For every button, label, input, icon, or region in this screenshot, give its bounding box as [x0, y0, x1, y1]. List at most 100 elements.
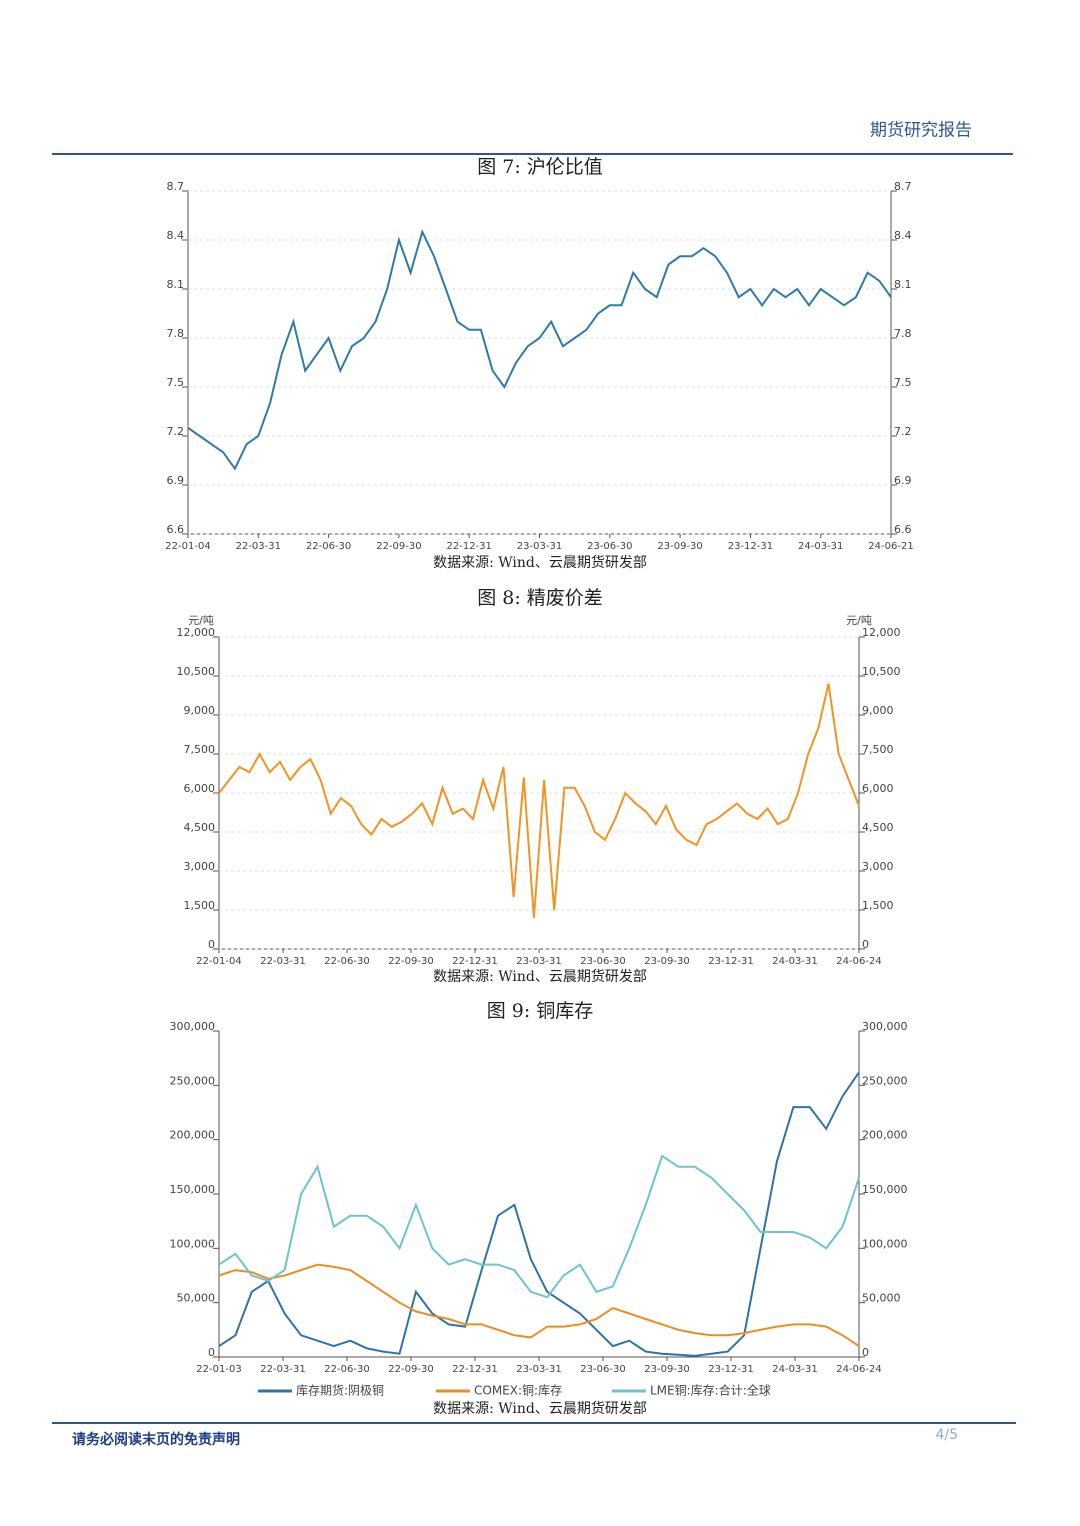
y-tick-label: 150,000 — [170, 1183, 216, 1196]
x-tick-label: 23-03-31 — [517, 541, 562, 552]
y2-tick-label: 7,500 — [862, 743, 894, 756]
y2-tick-label: 0 — [862, 938, 869, 951]
x-tick-label: 22-12-31 — [452, 1364, 497, 1375]
y2-tick-label: 150,000 — [862, 1183, 908, 1196]
y-tick-label: 7.2 — [167, 425, 185, 438]
x-tick-label: 23-03-31 — [516, 956, 561, 967]
series-line — [218, 1071, 860, 1357]
y-tick-label: 0 — [208, 938, 215, 951]
y-tick-label: 9,000 — [184, 704, 216, 717]
x-tick-label: 22-01-03 — [196, 1364, 241, 1375]
y-tick-label: 6,000 — [184, 782, 216, 795]
x-tick-label: 24-06-24 — [836, 956, 881, 967]
y2-tick-label: 7.8 — [894, 327, 912, 340]
y2-tick-label: 6.9 — [894, 474, 912, 487]
y2-tick-label: 9,000 — [862, 704, 894, 717]
chart-title: 图 9: 铜库存 — [487, 1000, 594, 1022]
y2-tick-label: 100,000 — [862, 1237, 908, 1250]
y-tick-label: 7.8 — [167, 327, 185, 340]
x-tick-label: 22-06-30 — [324, 1364, 369, 1375]
y2-tick-label: 50,000 — [862, 1292, 901, 1305]
x-tick-label: 24-03-31 — [772, 956, 817, 967]
y-tick-label: 100,000 — [170, 1237, 216, 1250]
y2-tick-label: 6.6 — [894, 523, 912, 536]
y2-tick-label: 0 — [862, 1346, 869, 1359]
y-tick-label: 7.5 — [167, 376, 185, 389]
y-tick-label: 3,000 — [184, 860, 216, 873]
y2-tick-label: 10,500 — [862, 665, 901, 678]
y-tick-label: 300,000 — [170, 1020, 216, 1033]
series-line — [218, 1263, 860, 1347]
x-tick-label: 23-06-30 — [587, 541, 632, 552]
y-tick-label: 10,500 — [177, 665, 216, 678]
y-tick-label: 8.1 — [167, 278, 185, 291]
x-tick-label: 22-01-04 — [165, 541, 210, 552]
y2-tick-label: 7.2 — [894, 425, 912, 438]
x-tick-label: 22-09-30 — [388, 956, 433, 967]
y-tick-label: 6.6 — [167, 523, 185, 536]
x-tick-label: 23-09-30 — [644, 956, 689, 967]
y2-tick-label: 1,500 — [862, 899, 894, 912]
y-tick-label: 8.7 — [167, 180, 185, 193]
x-tick-label: 22-01-04 — [196, 956, 241, 967]
x-tick-label: 23-06-30 — [580, 956, 625, 967]
y2-tick-label: 300,000 — [862, 1020, 908, 1033]
y-unit: 元/吨 — [188, 614, 214, 627]
y-tick-label: 200,000 — [170, 1129, 216, 1142]
chart-title: 图 7: 沪伦比值 — [477, 156, 603, 178]
y-tick-label: 50,000 — [177, 1292, 216, 1305]
chart-source: 数据来源: Wind、云晨期货研发部 — [433, 968, 647, 985]
y2-tick-label: 8.7 — [894, 180, 912, 193]
x-tick-label: 22-12-31 — [447, 541, 492, 552]
x-tick-label: 22-03-31 — [260, 1364, 305, 1375]
x-tick-label: 24-06-24 — [836, 1364, 881, 1375]
y2-tick-label: 200,000 — [862, 1129, 908, 1142]
x-tick-label: 24-06-21 — [868, 541, 913, 552]
x-tick-label: 22-03-31 — [260, 956, 305, 967]
y2-tick-label: 8.4 — [894, 229, 912, 242]
chart-source: 数据来源: Wind、云晨期货研发部 — [433, 554, 647, 571]
series-line — [218, 683, 860, 918]
y2-tick-label: 7.5 — [894, 376, 912, 389]
x-tick-label: 22-12-31 — [452, 956, 497, 967]
disclaimer: 请务必阅读末页的免责声明 — [72, 1431, 240, 1448]
x-tick-label: 22-03-31 — [236, 541, 281, 552]
x-tick-label: 23-12-31 — [708, 956, 753, 967]
x-tick-label: 22-09-30 — [376, 541, 421, 552]
y-tick-label: 0 — [208, 1346, 215, 1359]
series-line — [187, 228, 892, 471]
x-tick-label: 23-06-30 — [580, 1364, 625, 1375]
y2-tick-label: 3,000 — [862, 860, 894, 873]
legend-label: 库存期货:阴极铜 — [296, 1383, 384, 1398]
chart-source: 数据来源: Wind、云晨期货研发部 — [433, 1400, 647, 1417]
y2-tick-label: 12,000 — [862, 626, 901, 639]
y-tick-label: 250,000 — [170, 1074, 216, 1087]
legend-label: LME铜:库存:合计:全球 — [650, 1383, 771, 1398]
x-tick-label: 22-06-30 — [324, 956, 369, 967]
y-tick-label: 7,500 — [184, 743, 216, 756]
header-title: 期货研究报告 — [870, 121, 972, 141]
y2-tick-label: 8.1 — [894, 278, 912, 291]
y2-unit: 元/吨 — [846, 614, 872, 627]
y-tick-label: 6.9 — [167, 474, 185, 487]
legend-label: COMEX:铜:库存 — [474, 1383, 562, 1398]
x-tick-label: 23-12-31 — [708, 1364, 753, 1375]
x-tick-label: 23-12-31 — [728, 541, 773, 552]
series-line — [218, 1154, 860, 1299]
x-tick-label: 22-09-30 — [388, 1364, 433, 1375]
page-number: 4/5 — [935, 1427, 958, 1443]
x-tick-label: 24-03-31 — [798, 541, 843, 552]
chart-title: 图 8: 精废价差 — [477, 587, 603, 609]
x-tick-label: 23-09-30 — [644, 1364, 689, 1375]
y2-tick-label: 4,500 — [862, 821, 894, 834]
x-tick-label: 23-09-30 — [657, 541, 702, 552]
y-tick-label: 4,500 — [184, 821, 216, 834]
y2-tick-label: 6,000 — [862, 782, 894, 795]
y-tick-label: 8.4 — [167, 229, 185, 242]
y-tick-label: 12,000 — [177, 626, 216, 639]
x-tick-label: 22-06-30 — [306, 541, 351, 552]
y-tick-label: 1,500 — [184, 899, 216, 912]
y2-tick-label: 250,000 — [862, 1074, 908, 1087]
x-tick-label: 24-03-31 — [772, 1364, 817, 1375]
